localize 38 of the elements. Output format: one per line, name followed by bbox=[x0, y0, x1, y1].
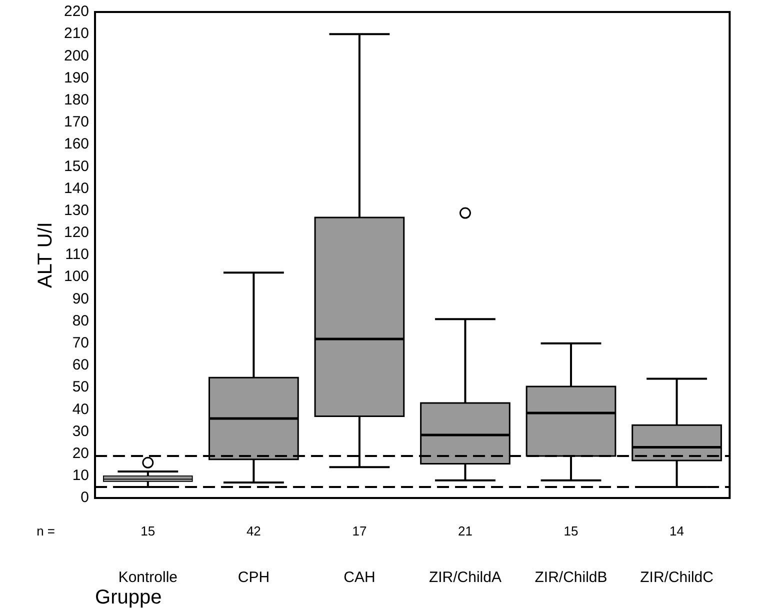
y-tick-label: 160 bbox=[64, 136, 90, 153]
y-tick-label: 110 bbox=[65, 246, 90, 264]
x-axis-title: Gruppe bbox=[95, 586, 162, 609]
y-tick-label: 120 bbox=[64, 224, 90, 242]
y-tick-label: 150 bbox=[64, 158, 90, 175]
text: 21 bbox=[458, 524, 472, 539]
y-tick-label: 60 bbox=[72, 356, 90, 374]
text: 15 bbox=[564, 524, 578, 539]
x-tick-label: CPH bbox=[238, 569, 270, 586]
y-tick-label: 220 bbox=[64, 3, 90, 20]
y-tick-label: 90 bbox=[72, 290, 90, 308]
y-tick-label: 80 bbox=[72, 312, 90, 330]
y-axis-title: ALT U/I bbox=[34, 222, 57, 288]
x-tick-label: CAH bbox=[344, 569, 376, 586]
text: 15 bbox=[140, 524, 156, 539]
y-tick-label: 0 bbox=[80, 489, 90, 506]
y-tick-label: 170 bbox=[64, 114, 90, 131]
y-tick-label: 30 bbox=[72, 422, 90, 440]
y-tick-label: 190 bbox=[64, 69, 90, 86]
text: 42 bbox=[246, 524, 261, 539]
text: 14 bbox=[670, 524, 684, 539]
y-tick-label: 180 bbox=[64, 92, 90, 109]
y-tick-label: 70 bbox=[72, 334, 90, 352]
y-tick-label: 20 bbox=[72, 444, 90, 462]
text: n = bbox=[36, 524, 56, 539]
x-tick-label: Kontrolle bbox=[118, 569, 178, 586]
y-tick-label: 200 bbox=[64, 47, 90, 64]
y-tick-label: 140 bbox=[64, 180, 90, 197]
x-tick-label: ZIR/ChildB bbox=[534, 569, 608, 586]
text: 17 bbox=[352, 524, 367, 539]
y-tick-label: 130 bbox=[64, 202, 90, 219]
y-tick-label: 40 bbox=[72, 400, 90, 418]
x-tick-label: ZIR/ChildA bbox=[428, 569, 502, 586]
y-tick-label: 10 bbox=[72, 467, 90, 484]
y-tick-label: 50 bbox=[72, 378, 90, 396]
y-tick-label: 210 bbox=[64, 25, 90, 42]
y-tick-label: 100 bbox=[64, 268, 90, 286]
x-tick-label: ZIR/ChildC bbox=[640, 569, 714, 586]
